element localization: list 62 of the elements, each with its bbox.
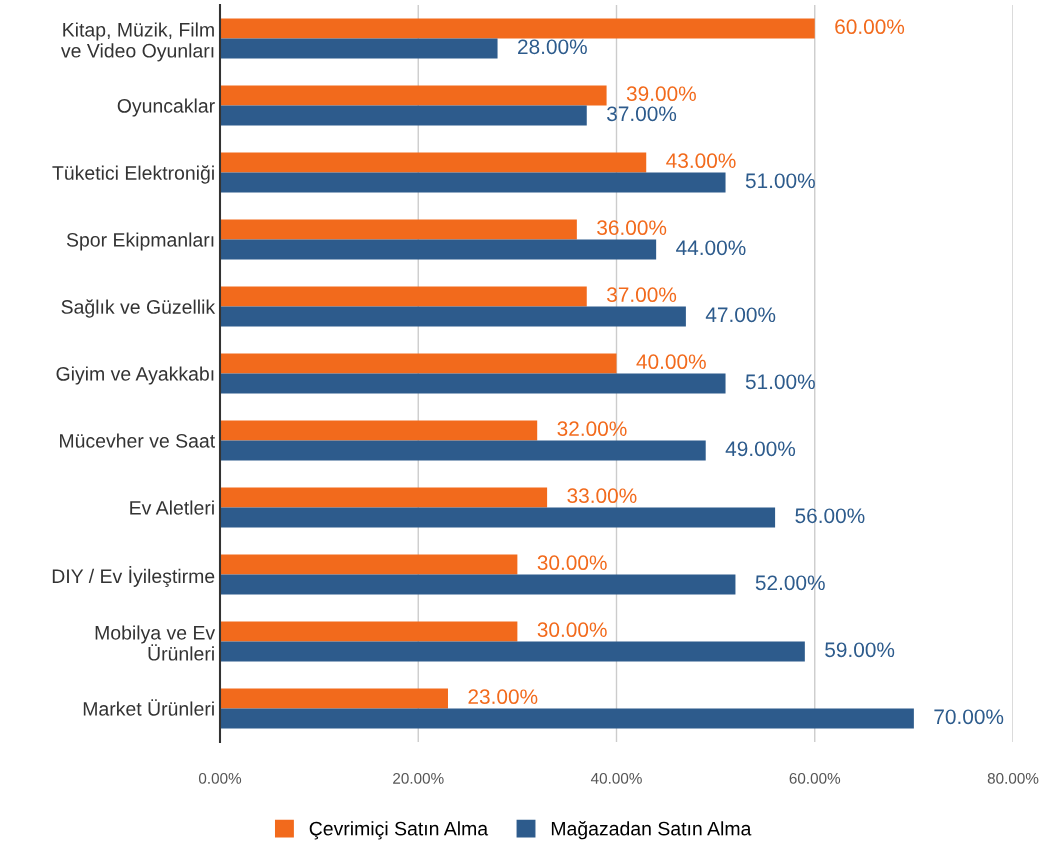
data-label: 39.00% <box>626 86 696 102</box>
data-label: 43.00% <box>666 153 736 169</box>
y-tick-label: Sağlık ve Güzellik <box>61 299 216 318</box>
data-label: 70.00% <box>934 709 1004 725</box>
bar <box>220 85 607 106</box>
y-tick-label: Mobilya ve Ev Ürünleri <box>95 625 216 661</box>
y-tick-label: Giyim ve Ayakkabı <box>56 366 214 385</box>
data-label: 30.00% <box>537 555 607 571</box>
data-label: 32.00% <box>557 421 627 437</box>
bar <box>220 574 736 595</box>
data-label: 28.00% <box>518 39 587 55</box>
y-tick-label: Market Ürünleri <box>83 699 214 716</box>
data-label: 30.00% <box>537 622 607 638</box>
bar <box>220 688 448 709</box>
x-tick-label: 60.00% <box>789 772 841 784</box>
legend-label: Çevrimiçi Satın Alma <box>309 821 489 840</box>
y-tick-label: Spor Ekipmanları <box>66 232 214 251</box>
bar <box>220 708 914 729</box>
x-tick-label: 0.00% <box>198 772 242 784</box>
bar <box>220 239 657 260</box>
data-label: 47.00% <box>705 307 776 323</box>
y-tick-label: Mücevher ve Saat <box>60 433 216 448</box>
bar <box>220 507 776 528</box>
bar <box>220 105 587 126</box>
data-label: 23.00% <box>468 689 538 705</box>
data-label: 49.00% <box>725 441 796 457</box>
y-tick-label: Oyuncaklar <box>117 98 215 117</box>
data-label: 37.00% <box>607 287 677 303</box>
bar <box>220 440 706 461</box>
y-tick-label: Tüketici Elektroniği <box>52 165 214 184</box>
data-label: 59.00% <box>825 642 895 658</box>
bar <box>220 18 815 39</box>
bar <box>220 373 726 394</box>
data-label: 44.00% <box>676 240 746 256</box>
y-tick-label: Ev Aletleri <box>130 500 214 515</box>
bar <box>220 420 538 441</box>
data-label: 51.00% <box>745 374 815 390</box>
y-tick-label: Kitap, Müzik, Film ve Video Oyunları <box>61 22 214 62</box>
data-label: 33.00% <box>567 488 637 504</box>
bar <box>220 286 587 307</box>
x-tick-label: 80.00% <box>987 772 1039 784</box>
data-label: 56.00% <box>795 508 865 524</box>
data-label: 60.00% <box>835 19 905 35</box>
data-label: 51.00% <box>745 173 815 189</box>
legend-label: Mağazadan Satın Alma <box>551 820 752 840</box>
data-label: 37.00% <box>607 106 677 122</box>
x-tick-label: 40.00% <box>590 772 642 784</box>
y-tick-label: DIY / Ev İyileştirme <box>52 566 215 588</box>
bar <box>220 38 498 59</box>
bar <box>220 306 686 327</box>
bar <box>220 621 518 642</box>
bar <box>220 172 726 193</box>
bar <box>220 219 577 240</box>
x-tick-label: 20.00% <box>393 772 444 784</box>
data-label: 52.00% <box>755 575 825 591</box>
bar <box>220 641 805 662</box>
bar <box>220 554 518 575</box>
data-label: 36.00% <box>597 220 667 236</box>
bar <box>220 353 617 374</box>
data-label: 40.00% <box>636 354 706 370</box>
bar <box>220 152 647 173</box>
bar <box>220 487 548 508</box>
